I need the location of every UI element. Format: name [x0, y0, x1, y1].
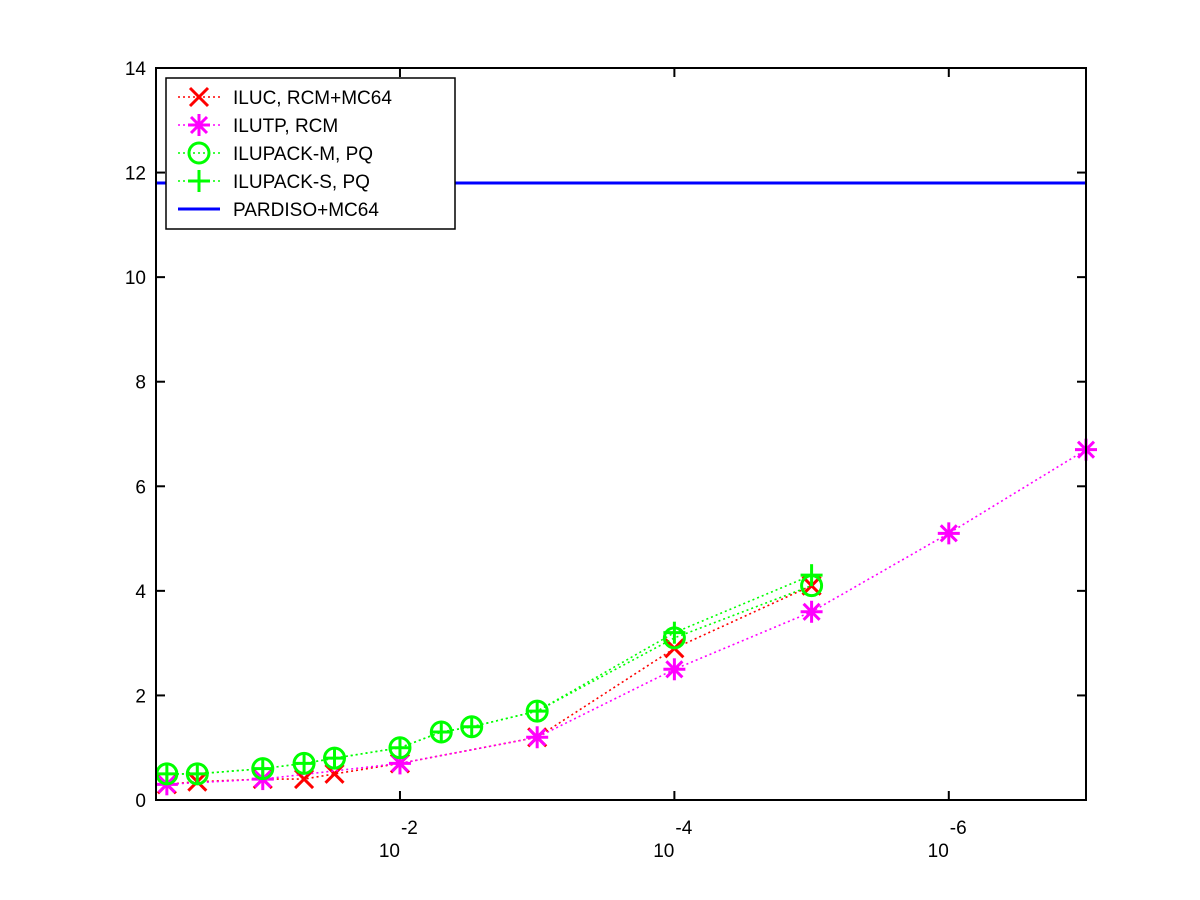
legend-marker	[188, 114, 210, 136]
legend-entry-3: ILUPACK-S, PQ	[178, 170, 370, 193]
x-tick-label-base: 10	[379, 841, 400, 862]
legend-marker	[187, 141, 211, 165]
data-point	[526, 700, 549, 723]
series-layer	[155, 181, 1097, 796]
y-tick-label: 12	[125, 164, 146, 185]
y-tick-label: 8	[135, 373, 146, 394]
data-point	[293, 752, 316, 775]
data-point	[155, 762, 178, 785]
data-point	[663, 621, 686, 644]
y-tick-label: 0	[135, 791, 146, 812]
plot-frame	[155, 67, 1087, 801]
legend-label: ILUTP, RCM	[233, 116, 338, 137]
legend-marker	[188, 170, 210, 192]
legend-label: ILUPACK-S, PQ	[233, 172, 370, 193]
legend-entry-1: ILUTP, RCM	[178, 114, 338, 137]
y-tick-label: 14	[125, 59, 147, 80]
legend-label: PARDISO+MC64	[233, 200, 379, 221]
series-3	[155, 564, 823, 785]
data-point	[460, 715, 483, 738]
legend-label: ILUPACK-M, PQ	[233, 144, 373, 165]
y-tick-label: 10	[125, 268, 146, 289]
series-line	[166, 449, 1087, 786]
data-point	[388, 736, 411, 759]
data-point	[251, 757, 274, 780]
y-tick-label: 2	[135, 686, 146, 707]
data-point	[937, 522, 960, 545]
data-point	[323, 747, 346, 770]
legend-entry-0: ILUC, RCM+MC64	[178, 86, 392, 109]
legend-marker	[188, 86, 210, 108]
legend-entry-4: PARDISO+MC64	[178, 200, 379, 221]
y-tick-label: 4	[135, 582, 146, 603]
x-tick-label-base: 10	[928, 841, 949, 862]
y-tick-label: 6	[135, 477, 146, 498]
x-tick-label-base: 10	[653, 841, 674, 862]
data-point	[430, 721, 453, 744]
x-tick-label-exponent: -2	[401, 818, 418, 839]
x-tick-label-exponent: -6	[950, 818, 967, 839]
data-point	[800, 564, 823, 587]
data-point	[526, 726, 549, 749]
data-point	[800, 600, 823, 623]
legend-entry-2: ILUPACK-M, PQ	[178, 141, 373, 165]
x-tick-label-exponent: -4	[675, 818, 692, 839]
data-point	[186, 762, 209, 785]
data-point	[663, 658, 686, 681]
legend-label: ILUC, RCM+MC64	[233, 88, 392, 109]
legend: ILUC, RCM+MC64 ILUTP, RCM ILUPACK-M, PQ ILU…	[165, 77, 456, 230]
